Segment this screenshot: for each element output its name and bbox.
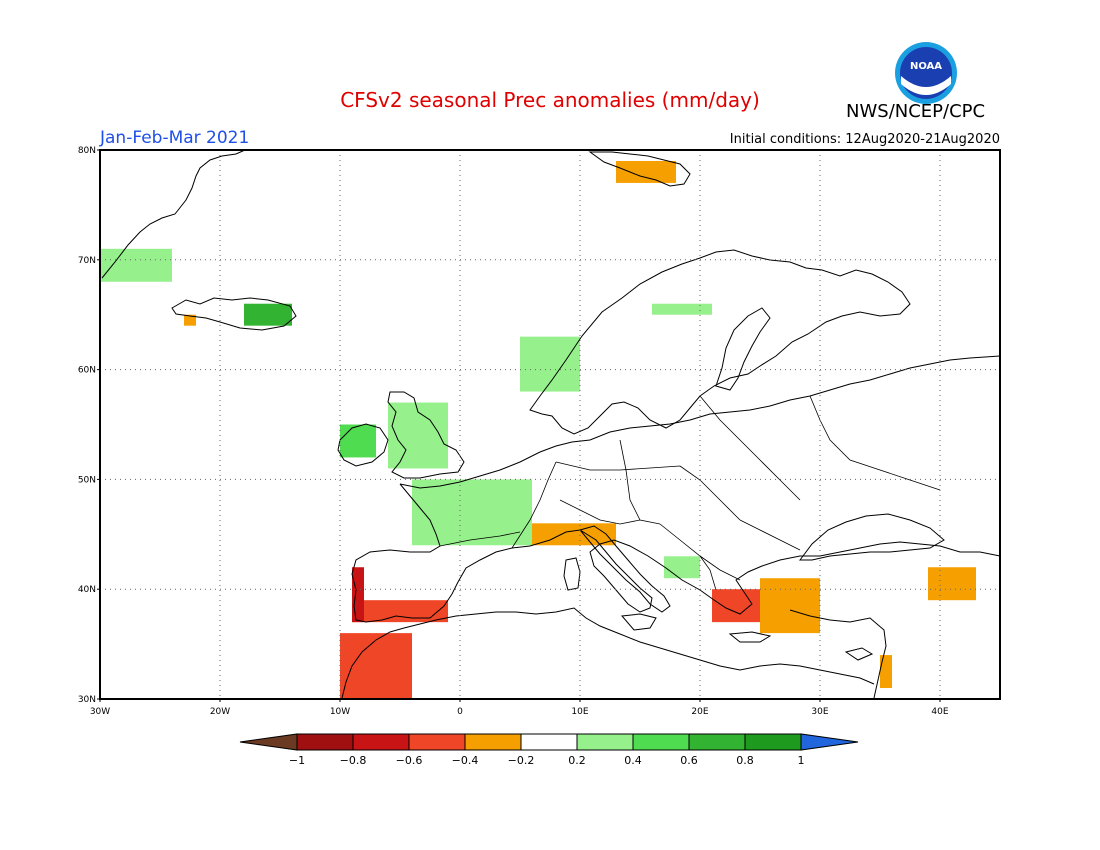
colorbar-box — [352, 733, 410, 751]
colorbar-label: 1 — [798, 754, 805, 767]
anomaly-region-caucasus — [928, 567, 976, 601]
lon-label: 10E — [571, 707, 588, 717]
coastline-britain — [387, 391, 465, 479]
coastline-greenland — [101, 149, 246, 279]
lon-label: 0 — [457, 707, 463, 717]
colorbar-low-arrow — [239, 733, 298, 751]
longitude-labels: 30W 20W 10W 0 10E 20E 30E 40E — [90, 699, 949, 717]
anomaly-regions — [100, 160, 976, 699]
colorbar-box — [744, 733, 802, 751]
lon-label: 20E — [691, 707, 708, 717]
lon-label: 40E — [931, 707, 948, 717]
lat-label: 70N — [78, 256, 96, 266]
colorbar-label: 0.6 — [680, 754, 698, 767]
colorbar-label: −0.4 — [452, 754, 479, 767]
anomaly-region-levant — [880, 655, 892, 689]
lon-label: 30E — [811, 707, 828, 717]
colorbar-label: −0.8 — [340, 754, 367, 767]
map-frame — [99, 149, 1001, 700]
latitude-labels: 80N 70N 60N 50N 40N 30N — [78, 146, 100, 705]
coastlines — [101, 149, 1001, 699]
colorbar-box — [688, 733, 746, 751]
coastline-turkey-south — [789, 609, 887, 699]
lat-label: 40N — [78, 585, 96, 595]
coastline-ireland — [337, 423, 389, 467]
colorbar-box — [464, 733, 522, 751]
coastline-cyprus — [844, 647, 874, 661]
coastline-italy — [579, 525, 671, 613]
noaa-logo: NOAA — [895, 42, 957, 104]
colorbar-box — [520, 733, 578, 751]
anomaly-region-ireland — [340, 424, 376, 458]
lat-label: 60N — [78, 366, 96, 376]
anomaly-region-iberia-south — [352, 600, 448, 623]
anomaly-region-portugal — [352, 567, 364, 623]
coastline-svalbard — [588, 151, 691, 187]
lat-label: 30N — [78, 695, 96, 705]
anomaly-region-iceland — [244, 303, 292, 326]
coastline-crete — [728, 631, 772, 643]
coastline-sicily — [621, 613, 657, 631]
colorbar-box — [408, 733, 466, 751]
noaa-logo-text: NOAA — [910, 61, 942, 72]
lon-label: 30W — [90, 707, 110, 717]
colorbar-box — [296, 733, 354, 751]
coastline-med-north — [511, 529, 1001, 615]
noaa-logo-wave — [901, 76, 951, 95]
colorbar-box — [576, 733, 634, 751]
colorbar-label: −0.6 — [396, 754, 423, 767]
grid-lines — [100, 150, 1000, 699]
coastline-bothnia — [715, 307, 771, 391]
colorbar-label: −0.2 — [508, 754, 535, 767]
lat-label: 80N — [78, 146, 96, 156]
coastline-black-sea — [799, 513, 945, 561]
coastline-europe-north — [399, 355, 1001, 489]
lon-label: 20W — [210, 707, 230, 717]
anomaly-region-sweden-north — [652, 303, 712, 315]
colorbar-label: 0.2 — [568, 754, 586, 767]
colorbar-labels: −1 −0.8 −0.6 −0.4 −0.2 0.2 0.4 0.6 0.8 1 — [289, 754, 805, 767]
anomaly-region-france — [412, 479, 532, 546]
agency-label: NWS/NCEP/CPC — [846, 101, 986, 122]
anomaly-region-britain — [388, 402, 448, 469]
colorbar-high-arrow — [800, 733, 859, 751]
lat-label: 50N — [78, 475, 96, 485]
coastline-scandinavia — [529, 249, 911, 435]
anomaly-region-turkey-west — [760, 578, 820, 634]
colorbar-label: 0.8 — [736, 754, 754, 767]
anomaly-region-iceland-west — [184, 314, 196, 326]
initial-conditions-label: Initial conditions: 12Aug2020-21Aug2020 — [729, 132, 1000, 147]
lon-label: 10W — [330, 707, 350, 717]
coastline-iceland — [171, 297, 297, 331]
colorbar-boxes — [239, 733, 859, 751]
colorbar-label: 0.4 — [624, 754, 642, 767]
chart-title: CFSv2 seasonal Prec anomalies (mm/day) — [340, 88, 760, 112]
coastline-france-west — [351, 483, 513, 623]
colorbar-label: −1 — [289, 754, 305, 767]
colorbar-box — [632, 733, 690, 751]
season-label: Jan-Feb-Mar 2021 — [100, 128, 250, 148]
coastline-sardinia — [563, 557, 581, 591]
anomaly-region-greece — [712, 589, 760, 623]
coastline-africa-north — [341, 607, 875, 699]
anomaly-region-svalbard — [616, 160, 676, 183]
